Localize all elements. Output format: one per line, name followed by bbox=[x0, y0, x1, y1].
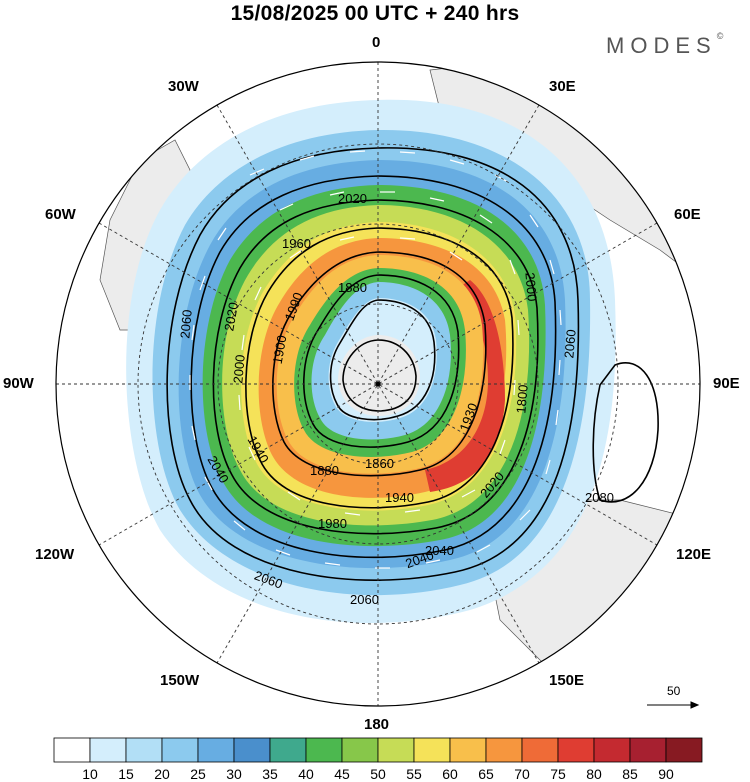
brand-mark: © bbox=[716, 31, 724, 41]
colorbar-tick-label: 70 bbox=[514, 766, 530, 782]
lon-label-120e: 120E bbox=[676, 546, 712, 563]
contour-label: 2000 bbox=[230, 354, 247, 384]
contour-label: 1900 bbox=[270, 334, 290, 365]
lon-label-top: 0 bbox=[372, 34, 381, 51]
colorbar-tick-label: 30 bbox=[226, 766, 242, 782]
lon-label-60e: 60E bbox=[674, 206, 701, 223]
graticule bbox=[56, 62, 700, 706]
colorbar-tick-label: 80 bbox=[586, 766, 602, 782]
colorbar-swatch bbox=[305, 737, 343, 763]
colorbar-swatch bbox=[161, 737, 199, 763]
colorbar-swatch bbox=[629, 737, 667, 763]
colorbar-swatch bbox=[89, 737, 127, 763]
contour-label: 2060 bbox=[177, 309, 194, 339]
colorbar-swatch bbox=[521, 737, 559, 763]
colorbar-tick-label: 15 bbox=[118, 766, 134, 782]
contour-label: 1880 bbox=[310, 463, 339, 478]
colorbar-swatch bbox=[449, 737, 487, 763]
colorbar-tick-label: 10 bbox=[82, 766, 98, 782]
colorbar-swatch bbox=[233, 737, 271, 763]
pole-marker bbox=[375, 381, 381, 387]
colorbar-tick-label: 45 bbox=[334, 766, 350, 782]
lon-label-left: 90W bbox=[3, 375, 34, 392]
colorbar: 10 15 20 25 30 35 40 45 50 55 60 65 70 75 80 85 90 bbox=[53, 737, 703, 782]
contour-label: 2060 bbox=[350, 592, 379, 607]
map-boundary bbox=[55, 61, 701, 707]
colorbar-swatch bbox=[197, 737, 235, 763]
colorbar-tick-label: 25 bbox=[190, 766, 206, 782]
contour-label: 1980 bbox=[318, 516, 347, 531]
wind-shading bbox=[126, 99, 616, 624]
colorbar-tick-label: 20 bbox=[154, 766, 170, 782]
colorbar-tick-label: 75 bbox=[550, 766, 566, 782]
colorbar-swatch bbox=[593, 737, 631, 763]
lon-label-120w: 120W bbox=[35, 546, 75, 563]
lon-label-right: 90E bbox=[713, 375, 740, 392]
colorbar-swatch bbox=[665, 737, 703, 763]
colorbar-tick-label: 65 bbox=[478, 766, 494, 782]
contour-label: 1940 bbox=[385, 490, 414, 505]
colorbar-swatch bbox=[557, 737, 595, 763]
lon-label-bottom: 180 bbox=[364, 716, 390, 733]
contour-label-group: 2020 1960 1880 1990 2020 2060 1900 2000 … bbox=[177, 191, 614, 607]
wind-reference-arrow bbox=[647, 701, 700, 709]
colorbar-swatch bbox=[125, 737, 163, 763]
contours bbox=[166, 147, 659, 581]
colorbar-swatch bbox=[53, 737, 91, 763]
map-title: 15/08/2025 00 UTC + 240 hrs bbox=[230, 2, 520, 25]
contour-label: 2020 bbox=[338, 191, 367, 206]
contour-label: 1800 bbox=[513, 384, 530, 414]
wind-vectors bbox=[189, 150, 562, 569]
colorbar-tick-label: 90 bbox=[658, 766, 674, 782]
colorbar-tick-label: 85 bbox=[622, 766, 638, 782]
contour-label: 1860 bbox=[365, 456, 394, 471]
colorbar-tick-label: 35 bbox=[262, 766, 278, 782]
colorbar-swatch bbox=[485, 737, 523, 763]
colorbar-swatch bbox=[341, 737, 379, 763]
contour-label: 1880 bbox=[338, 280, 367, 295]
contour-label: 2080 bbox=[585, 490, 614, 505]
lon-label-150e: 150E bbox=[549, 672, 585, 689]
contour-label: 2020 bbox=[221, 301, 241, 332]
colorbar-tick-label: 60 bbox=[442, 766, 458, 782]
lon-label-30w: 30W bbox=[168, 78, 199, 95]
colorbar-tick-label: 50 bbox=[370, 766, 386, 782]
contour-label: 2040 bbox=[425, 543, 454, 558]
colorbar-swatch bbox=[377, 737, 415, 763]
brand-logo: MODES© bbox=[606, 31, 724, 59]
colorbar-tick-label: 40 bbox=[298, 766, 314, 782]
brand-name: MODES bbox=[606, 33, 717, 58]
lon-label-150w: 150W bbox=[160, 672, 200, 689]
contour-label: 2060 bbox=[561, 329, 578, 359]
wind-reference-value: 50 bbox=[667, 684, 681, 698]
colorbar-swatch bbox=[413, 737, 451, 763]
colorbar-tick-label: 55 bbox=[406, 766, 422, 782]
lon-label-30e: 30E bbox=[549, 78, 576, 95]
contour-label: 2000 bbox=[522, 272, 539, 302]
lon-label-60w: 60W bbox=[45, 206, 76, 223]
colorbar-swatch bbox=[269, 737, 307, 763]
contour-label: 1960 bbox=[282, 236, 311, 251]
